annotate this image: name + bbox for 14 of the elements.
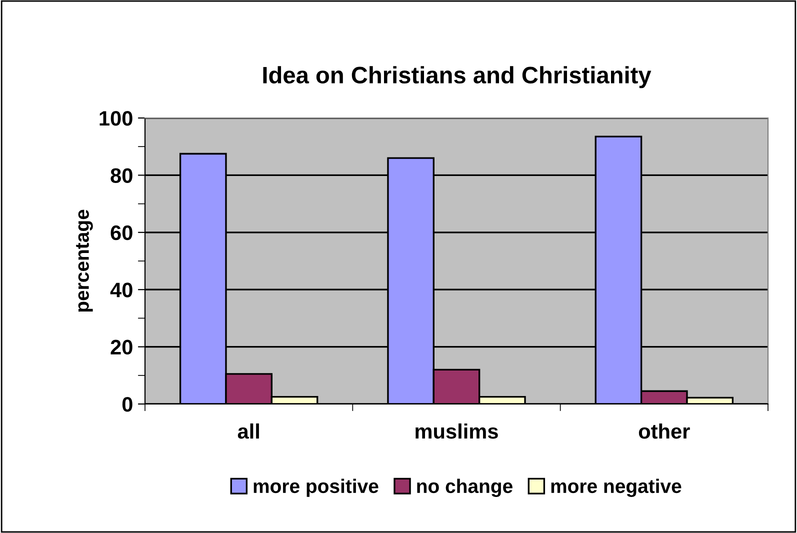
y-tick-label: 80	[110, 168, 132, 183]
legend-label: more positive	[254, 478, 378, 497]
chart-title: Idea on Christians and Christianity	[263, 66, 652, 88]
x-tick-label: all	[238, 423, 259, 439]
x-tick-label: muslims	[416, 423, 498, 439]
y-tick-label: 40	[110, 282, 132, 298]
y-tick-label: 60	[110, 225, 132, 240]
y-tick-label: 20	[110, 340, 132, 355]
x-tick-label: other	[638, 423, 690, 439]
legend-label: more negative	[551, 478, 682, 498]
y-axis-title: percentage	[76, 210, 93, 312]
legend-label: no change	[417, 478, 512, 498]
y-tick-label: 100	[100, 111, 132, 126]
y-tick-label: 0	[122, 397, 132, 412]
